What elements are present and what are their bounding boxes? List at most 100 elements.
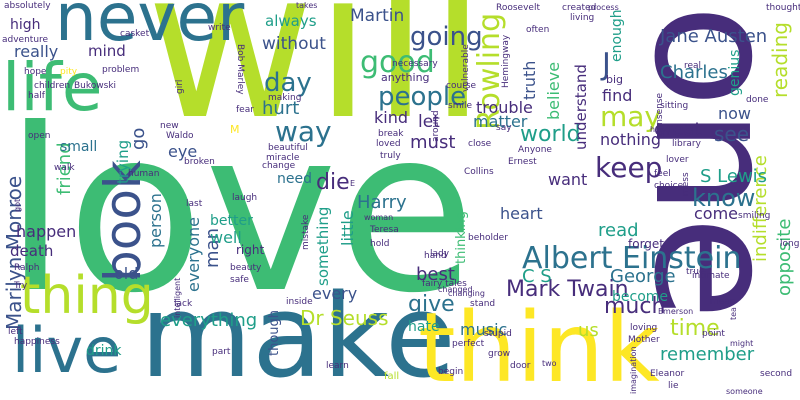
word: Mother <box>628 335 660 345</box>
word: may <box>600 100 662 133</box>
word: Jane Austen <box>660 26 768 47</box>
word: kind <box>374 108 409 127</box>
word: always <box>265 12 317 30</box>
word: sitting <box>660 101 689 111</box>
word: much <box>604 294 666 319</box>
word: forget <box>628 237 664 251</box>
word: Albert Einstein <box>522 241 742 276</box>
word: fall <box>384 371 400 382</box>
word: got <box>13 198 22 212</box>
word: truth <box>520 60 539 100</box>
word: created <box>562 3 597 13</box>
word: close <box>468 139 492 149</box>
word: person <box>146 193 165 248</box>
word: let <box>418 112 440 132</box>
word: heart <box>500 204 543 223</box>
word: intelligent <box>173 277 182 318</box>
word: see <box>714 122 750 146</box>
word: drink <box>86 343 122 359</box>
word: know <box>692 184 756 212</box>
word: lack <box>174 299 193 309</box>
word: children <box>34 81 71 91</box>
word: pity <box>60 67 78 77</box>
word: half <box>28 91 45 101</box>
word: making <box>268 93 302 103</box>
word: true <box>686 267 705 277</box>
word: takes <box>296 1 318 10</box>
word: Waldo <box>166 131 194 141</box>
word: will <box>146 0 487 165</box>
word: lie <box>668 381 679 391</box>
word: want <box>548 170 588 189</box>
word: grow <box>488 349 511 359</box>
word: every <box>312 284 358 303</box>
word: need <box>277 171 312 187</box>
word: library <box>672 139 701 149</box>
word: eye <box>168 142 198 161</box>
word: make <box>140 270 456 400</box>
word: casket <box>120 29 150 39</box>
word: course <box>446 81 477 91</box>
word: M <box>230 123 240 136</box>
word: good <box>360 45 435 80</box>
word: learn <box>326 361 349 371</box>
word: Charles <box>660 62 728 83</box>
word: believe <box>544 61 563 120</box>
word: might <box>730 339 754 348</box>
word: high <box>10 17 41 33</box>
word: process <box>588 3 619 12</box>
word: give <box>408 292 455 317</box>
word: mess <box>681 172 691 196</box>
word: going <box>410 22 483 52</box>
word: Dr Seuss <box>300 306 389 330</box>
word: Harry <box>357 192 407 213</box>
word: changing <box>448 289 485 298</box>
word: hold <box>370 239 390 249</box>
word: feel <box>654 169 671 179</box>
word: mean <box>710 297 736 307</box>
word: J <box>602 47 611 82</box>
word: real <box>684 61 702 71</box>
word: often <box>526 25 550 35</box>
word: necessary <box>392 59 438 69</box>
word: open <box>28 131 51 141</box>
word: fairy tales <box>422 279 467 289</box>
word: beauty <box>230 263 262 273</box>
word: never <box>55 0 245 56</box>
word: Mark Twain <box>506 277 629 302</box>
word: trouble <box>476 98 533 117</box>
word: right <box>236 243 265 257</box>
word: Teresa <box>370 225 399 235</box>
word: live <box>12 314 122 387</box>
word: go <box>128 127 149 150</box>
word: door <box>510 361 531 371</box>
word: adventure <box>2 35 49 45</box>
word: long <box>780 239 800 249</box>
word: S Lewis <box>700 166 768 187</box>
word: laugh <box>232 193 258 203</box>
word: Bukowski <box>74 81 117 91</box>
word: inside <box>286 297 313 307</box>
word: nothing <box>600 130 662 149</box>
word: love <box>4 81 476 343</box>
word: someone <box>726 387 763 396</box>
word: write <box>208 23 231 33</box>
word: fear <box>236 105 254 115</box>
word: living <box>570 13 595 23</box>
word: George <box>610 266 676 287</box>
word: changed <box>438 285 473 294</box>
word: point <box>702 329 725 339</box>
word: now <box>718 104 752 123</box>
word: E <box>350 179 356 188</box>
word: stupid <box>484 329 512 339</box>
word: truly <box>380 151 401 161</box>
word: nonsense <box>655 92 665 136</box>
word: must <box>410 132 456 153</box>
word: understand <box>572 64 590 150</box>
word: left <box>8 327 23 337</box>
word: time <box>670 316 720 341</box>
word: girl <box>175 79 185 94</box>
word: remember <box>660 344 755 365</box>
word: imagination <box>629 346 638 394</box>
word: people <box>378 82 467 112</box>
